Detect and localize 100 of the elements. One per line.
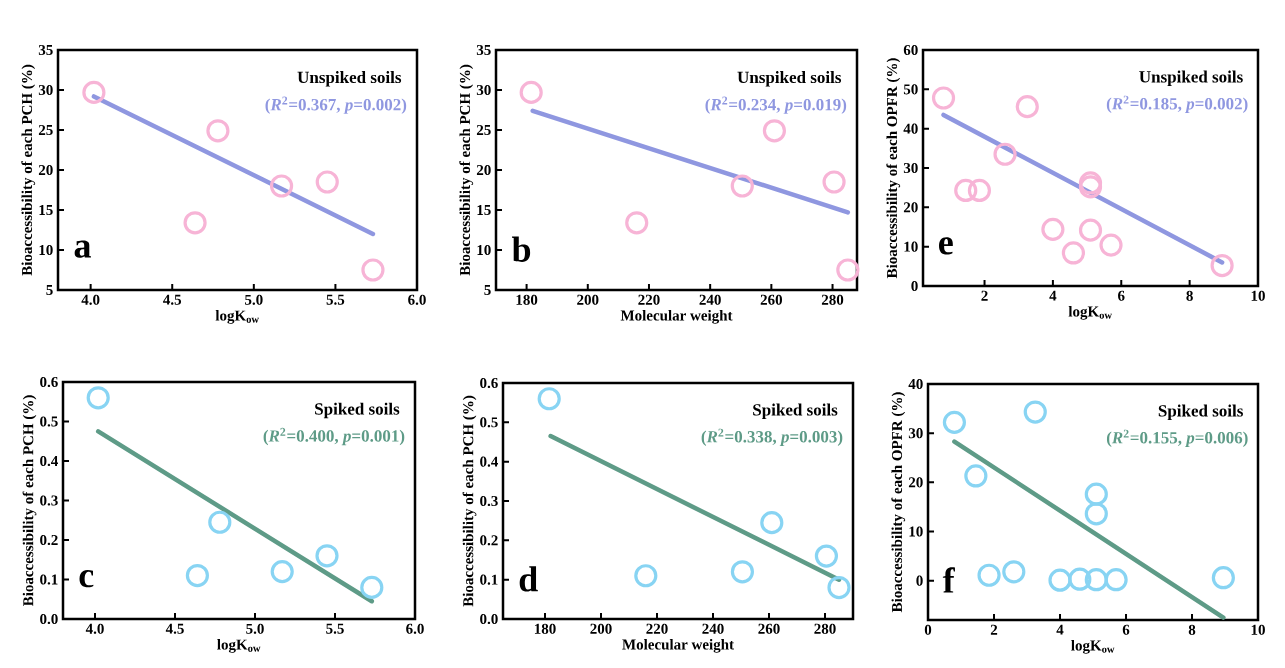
point [814,544,839,568]
y-tick-label: 10 [477,244,491,256]
point [967,178,992,203]
y-axis-title: Bioaccessibility of each PCH (%) [22,395,37,607]
point [1041,217,1065,241]
x-tick-label: 280 [814,623,836,634]
y-tick-label: 10 [909,526,923,537]
point [822,170,846,194]
point [762,119,787,143]
y-tick-label: 30 [903,162,918,174]
annotation: Unspiked soils [297,71,402,87]
point [942,410,967,434]
x-tick-label: 5.0 [246,623,264,634]
y-axis-title: Bioaccessibility of each PCH (%) [462,395,477,607]
y-tick-label: 0.5 [40,416,58,427]
x-tick-label: 6 [1122,624,1130,635]
point [730,174,754,198]
x-tick-label: 260 [758,623,780,634]
y-tick-label: 35 [38,44,53,56]
x-tick-label: 2 [990,624,998,635]
point [1211,566,1235,590]
annotation: Unspiked soils [737,71,842,87]
point [1084,568,1108,592]
y-tick-label: 30 [908,428,923,439]
point [86,386,110,410]
point [361,258,385,282]
point [827,575,851,600]
point [1099,233,1123,257]
point [1023,400,1047,424]
y-tick-label: 5 [46,285,53,295]
y-tick-label: 40 [908,378,923,390]
x-tick-label: 6.0 [406,623,424,634]
y-tick-label: 20 [908,477,923,488]
y-tick-label: 0.6 [40,376,58,388]
point [993,142,1017,166]
y-tick-label: 0 [916,575,923,586]
x-axis-title: logK$_{ow}$ [217,639,261,653]
x-tick-label: 200 [590,623,612,634]
y-tick-label: 10 [39,244,53,256]
y-tick-label: 5 [484,285,491,295]
x-tick-label: 4 [1056,624,1064,635]
x-tick-label: 10 [1251,290,1265,301]
point [1084,502,1108,526]
point [1210,253,1234,278]
x-tick-label: 240 [699,294,721,305]
x-tick-label: 6 [1118,290,1125,301]
y-tick-label: 20 [903,202,918,213]
y-tick-label: 25 [476,124,491,136]
y-tick-label: 10 [904,241,918,252]
point [625,211,649,235]
x-tick-label: 5.5 [326,623,344,634]
point [360,575,384,600]
y-tick-label: 20 [38,164,53,176]
point [954,178,978,203]
x-axis-title: logK$_{ow}$ [1068,306,1112,320]
x-tick-label: 180 [534,623,556,634]
y-tick-label: 0.0 [480,613,498,625]
point [206,119,230,143]
point [1078,218,1103,242]
point [1015,95,1039,119]
point [315,170,339,194]
y-tick-label: 20 [476,164,491,176]
y-tick-label: 30 [476,84,491,96]
x-axis-title: Molecular weight [622,639,734,653]
point [977,563,1001,587]
y-tick-label: 0.4 [480,456,499,467]
y-tick-label: 15 [477,204,491,216]
annotation: Spiked soils [315,402,400,419]
x-tick-label: 10 [1251,624,1265,635]
x-tick-label: 260 [760,294,783,305]
point [931,86,956,110]
annotation: e [939,237,953,255]
y-tick-label: 35 [476,44,491,56]
y-tick-label: 0.2 [40,534,58,546]
x-tick-label: 8 [1188,624,1196,635]
y-tick-label: 40 [903,123,918,134]
annotation: (R$^{2}$=0.338, p=0.003) [701,428,843,446]
x-tick-label: 220 [646,623,668,634]
point [183,211,207,235]
y-tick-label: 0.4 [40,455,59,467]
point [1068,567,1092,591]
x-axis-title: logK$_{ow}$ [1071,640,1115,654]
annotation: (R$^{2}$=0.367, p=0.002) [265,96,407,114]
x-tick-label: 5.0 [245,294,263,305]
x-tick-label: 4 [1049,290,1057,301]
y-tick-label: 15 [39,204,53,216]
y-tick-label: 0 [911,280,918,292]
x-tick-label: 4.0 [85,623,104,634]
point [760,511,784,535]
x-tick-label: 5.5 [326,294,345,305]
annotation: Spiked soils [1158,404,1243,421]
y-axis-title: Bioaccessibility of each OPFR (%) [891,392,906,613]
x-tick-label: 6.0 [408,294,426,305]
point [519,80,543,105]
point [1002,560,1026,584]
annotation: Spiked soils [753,403,838,420]
x-tick-label: 4.0 [81,294,100,305]
y-axis-title: Bioaccessibility of each PCH (%) [21,64,36,276]
y-tick-label: 0.3 [480,495,498,507]
point [315,544,339,568]
